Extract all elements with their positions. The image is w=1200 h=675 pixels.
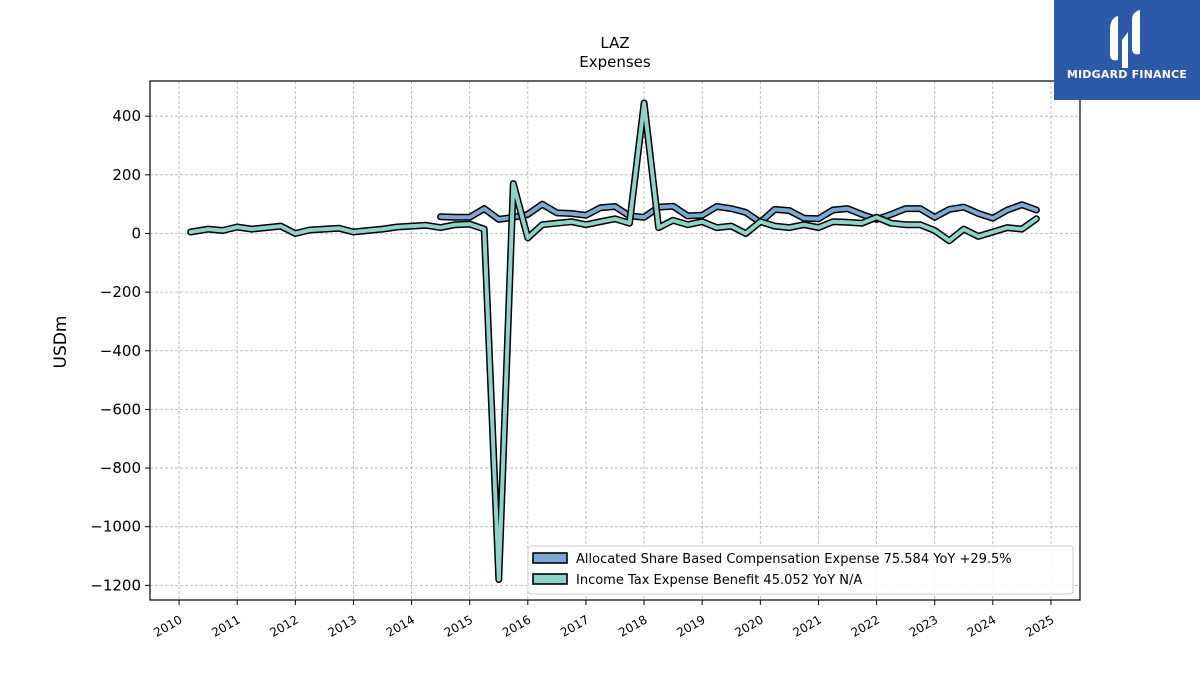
chart-title: LAZ bbox=[600, 34, 629, 52]
plot-frame bbox=[149, 80, 1081, 601]
brand-name: MIDGARD FINANCE bbox=[1066, 68, 1188, 81]
series-line-0 bbox=[438, 202, 1039, 225]
x-tick-label: 2014 bbox=[384, 612, 417, 639]
y-tick-label: −200 bbox=[100, 283, 141, 301]
plot-lines bbox=[187, 99, 1040, 583]
y-tick-label: 0 bbox=[131, 224, 141, 242]
y-tick-label: −1200 bbox=[90, 576, 141, 594]
x-tick-label: 2013 bbox=[325, 612, 358, 639]
x-tick-label: 2011 bbox=[209, 612, 242, 639]
x-tick-label: 2010 bbox=[151, 612, 184, 639]
x-tick-label: 2015 bbox=[442, 612, 475, 639]
midgard-logo-icon bbox=[1110, 10, 1140, 68]
x-tick-label: 2016 bbox=[500, 612, 533, 639]
y-tick-label: −1000 bbox=[90, 518, 141, 536]
x-tick-label: 2025 bbox=[1023, 612, 1056, 639]
y-axis-label: USDm bbox=[51, 316, 71, 369]
chart-subtitle: Expenses bbox=[579, 53, 651, 71]
x-tick-label: 2020 bbox=[732, 612, 765, 639]
x-tick-label: 2012 bbox=[267, 612, 300, 639]
x-tick-label: 2019 bbox=[674, 612, 707, 639]
legend: Allocated Share Based Compensation Expen… bbox=[527, 545, 1074, 595]
x-axis: 2010 2011 2012 2013 2014 2015 2016 2017 2018 2019… bbox=[151, 600, 1056, 640]
y-tick-label: −400 bbox=[100, 342, 141, 360]
y-tick-label: −600 bbox=[100, 400, 141, 418]
x-tick-label: 2017 bbox=[558, 612, 591, 639]
legend-swatch-share-comp bbox=[532, 552, 568, 564]
legend-box bbox=[527, 545, 1074, 595]
x-tick-label: 2022 bbox=[849, 612, 882, 639]
y-tick-label: 400 bbox=[112, 107, 141, 125]
legend-label-share-comp: Allocated Share Based Compensation Expen… bbox=[576, 552, 1012, 567]
x-tick-label: 2018 bbox=[616, 612, 649, 639]
x-tick-label: 2023 bbox=[907, 612, 940, 639]
legend-swatch-income-tax bbox=[532, 573, 568, 585]
y-tick-label: 200 bbox=[112, 166, 141, 184]
x-tick-label: 2021 bbox=[790, 612, 823, 639]
brand-logo: MIDGARD FINANCE bbox=[1054, 0, 1200, 100]
grid bbox=[150, 81, 1080, 600]
legend-label-income-tax: Income Tax Expense Benefit 45.052 YoY N/… bbox=[576, 573, 862, 588]
y-axis: 400 200 0 −200 −400 −600 −800 −1000 −1200 bbox=[90, 107, 150, 594]
series-line-1 bbox=[188, 101, 1039, 582]
x-tick-label: 2024 bbox=[965, 612, 998, 639]
y-tick-label: −800 bbox=[100, 459, 141, 477]
